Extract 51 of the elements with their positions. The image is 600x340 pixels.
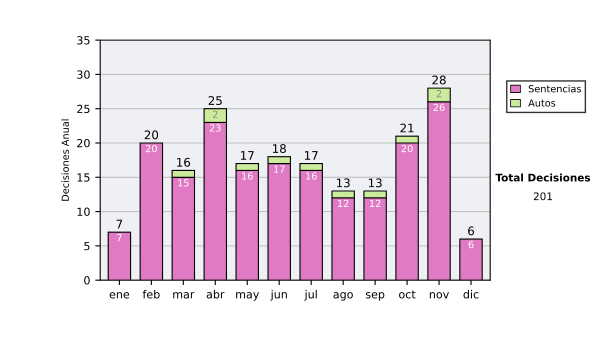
data-label: 7	[117, 234, 122, 242]
data-label: 12	[338, 200, 348, 207]
data-label: 16	[306, 172, 317, 180]
data-label: 2	[212, 110, 218, 118]
total-label: 18	[273, 144, 286, 154]
legend-label: Sentencias	[528, 84, 582, 92]
y-tick-label: 10	[78, 208, 90, 216]
x-tick-label: may	[236, 292, 260, 301]
total-label: 17	[304, 151, 318, 160]
total-label: 25	[208, 96, 222, 106]
x-tick-label: feb	[142, 290, 160, 298]
legend-label: Autos	[528, 99, 556, 107]
y-tick-label: 15	[78, 173, 90, 182]
total-label: 7	[116, 220, 122, 228]
total-label: 20	[144, 130, 158, 140]
x-tick-label: mar	[173, 292, 194, 298]
y-tick-label: 5	[84, 242, 90, 250]
data-label: 2	[436, 90, 442, 98]
total-label: 21	[400, 124, 414, 132]
x-tick-label: abr	[206, 290, 224, 298]
x-tick-label: sep	[366, 292, 384, 301]
x-tick-label: jun	[270, 290, 287, 301]
data-label: 23	[210, 124, 221, 132]
x-tick-label: ene	[110, 292, 130, 298]
x-tick-label: ago	[333, 292, 353, 301]
data-label: 15	[178, 179, 189, 187]
total-label: 16	[177, 158, 190, 167]
total-label: 6	[468, 226, 474, 236]
data-label: 26	[434, 104, 445, 112]
y-tick-label: 20	[77, 138, 90, 148]
data-label: 16	[242, 172, 253, 180]
text: 201	[534, 192, 552, 200]
total-label: 13	[336, 178, 350, 188]
data-label: 12	[370, 200, 380, 207]
total-label: 28	[432, 76, 446, 84]
data-label: 20	[402, 144, 413, 152]
x-tick-label: dic	[464, 290, 478, 298]
data-label: 20	[146, 144, 157, 152]
text: Total Decisiones	[495, 173, 590, 182]
x-tick-label: nov	[430, 292, 449, 298]
total-label: 17	[241, 151, 254, 160]
data-label: 17	[274, 166, 285, 173]
x-tick-label: oct	[399, 290, 416, 298]
total-label: 13	[368, 178, 382, 188]
x-tick-label: jul	[304, 290, 317, 301]
y-tick-label: 30	[77, 70, 90, 79]
y-tick-label: 25	[77, 104, 90, 114]
data-label: 6	[468, 240, 474, 248]
y-axis-title: Decisiones Anual	[61, 119, 69, 201]
y-tick-label: 35	[77, 36, 90, 44]
y-tick-label: 0	[84, 276, 90, 285]
